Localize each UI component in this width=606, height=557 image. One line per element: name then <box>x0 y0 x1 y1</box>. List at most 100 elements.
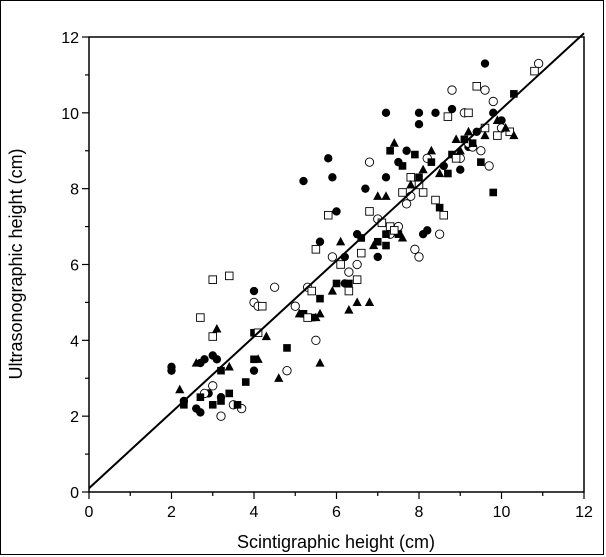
data-point-filled-square <box>427 158 436 166</box>
data-point-filled-triangle <box>191 358 201 367</box>
data-point-open-square <box>390 226 399 235</box>
data-point-filled-square <box>373 237 382 246</box>
data-point-open-square <box>352 275 362 284</box>
data-point-open-circle <box>269 282 280 292</box>
data-point-filled-square <box>415 173 423 182</box>
data-point-filled-triangle <box>501 123 511 132</box>
data-point-filled-square <box>444 169 452 178</box>
data-point-open-circle <box>364 157 375 167</box>
data-point-filled-triangle <box>480 130 490 140</box>
x-tick-label: 4 <box>250 504 259 521</box>
data-point-open-circle <box>484 161 494 171</box>
data-point-open-square <box>472 82 482 91</box>
x-tick-label: 12 <box>575 504 593 521</box>
data-point-filled-square <box>217 366 225 375</box>
x-axis-label: Scintigraphic height (cm) <box>237 532 435 552</box>
data-point-filled-triangle <box>224 361 234 371</box>
data-point-open-square <box>493 131 502 140</box>
data-point-open-square <box>443 112 453 121</box>
data-point-filled-circle <box>167 366 176 375</box>
data-point-filled-triangle <box>315 308 325 318</box>
points-layer <box>167 58 544 421</box>
data-point-open-circle <box>434 229 445 239</box>
data-point-open-square <box>464 108 473 118</box>
data-point-open-square <box>431 195 440 205</box>
data-point-open-circle <box>488 96 498 107</box>
data-point-filled-triangle <box>352 297 362 307</box>
data-point-open-square <box>357 248 366 258</box>
data-point-filled-triangle <box>261 331 271 341</box>
data-point-filled-triangle <box>369 240 379 250</box>
data-point-filled-triangle <box>418 164 428 174</box>
data-point-open-circle <box>447 85 457 95</box>
data-point-filled-circle <box>324 154 333 163</box>
data-point-open-square <box>324 210 333 220</box>
data-point-filled-triangle <box>451 134 461 143</box>
data-point-open-circle <box>216 411 226 421</box>
data-point-open-circle <box>414 252 424 262</box>
data-point-filled-triangle <box>212 323 222 333</box>
data-point-open-square <box>451 154 461 163</box>
data-point-open-square <box>303 313 312 322</box>
data-point-filled-circle <box>447 104 457 114</box>
x-tick-label: 2 <box>167 504 176 521</box>
data-point-filled-square <box>468 139 477 147</box>
data-point-filled-circle <box>361 184 370 193</box>
data-point-open-circle <box>327 252 338 262</box>
data-point-filled-triangle <box>397 232 408 242</box>
data-point-filled-square <box>435 203 444 212</box>
data-point-filled-square <box>217 397 225 405</box>
data-point-open-square <box>418 188 428 197</box>
data-point-filled-triangle <box>509 130 519 140</box>
data-point-open-square <box>336 260 345 269</box>
data-point-open-square <box>344 286 354 296</box>
data-point-filled-triangle <box>463 126 474 136</box>
ticks-layer: 0 2 4 6 8 10 12 0 2 4 6 8 10 12 <box>61 30 593 521</box>
data-point-open-circle <box>476 146 486 156</box>
data-point-filled-triangle <box>294 308 304 318</box>
data-point-filled-square <box>241 378 250 386</box>
data-point-filled-circle <box>414 108 424 118</box>
data-point-filled-triangle <box>253 354 263 363</box>
data-point-filled-square <box>208 400 217 409</box>
data-point-filled-circle <box>332 207 341 216</box>
x-tick-label: 10 <box>493 504 511 521</box>
x-tick-label: 0 <box>85 504 94 521</box>
data-point-filled-square <box>477 158 485 166</box>
data-point-filled-square <box>180 400 188 409</box>
data-point-open-square <box>307 286 317 296</box>
data-point-open-square <box>196 313 205 322</box>
data-point-filled-triangle <box>492 115 502 125</box>
data-point-filled-circle <box>423 226 432 235</box>
data-point-filled-square <box>196 393 205 402</box>
y-tick-label: 4 <box>70 333 79 350</box>
data-point-filled-circle <box>414 120 424 129</box>
data-point-filled-triangle <box>426 145 436 155</box>
data-point-filled-triangle <box>344 305 354 314</box>
data-point-filled-triangle <box>175 384 185 394</box>
data-point-filled-circle <box>373 252 382 262</box>
data-point-filled-triangle <box>315 358 325 367</box>
y-tick-label: 2 <box>70 409 79 426</box>
data-point-open-square <box>365 207 374 216</box>
y-tick-label: 0 <box>70 485 79 502</box>
data-point-filled-square <box>283 344 291 352</box>
data-point-filled-square <box>225 389 234 398</box>
data-point-open-square <box>208 275 217 284</box>
data-point-filled-square <box>332 279 341 288</box>
data-point-filled-circle <box>249 286 259 296</box>
data-point-filled-square <box>510 90 518 98</box>
data-point-filled-square <box>489 188 498 197</box>
data-point-filled-triangle <box>327 286 337 295</box>
data-point-filled-circle <box>402 146 411 155</box>
data-point-filled-circle <box>381 108 391 118</box>
data-point-open-circle <box>344 267 354 277</box>
data-point-filled-square <box>460 135 469 144</box>
y-tick-label: 8 <box>70 182 79 199</box>
x-tick-label: 6 <box>332 504 341 521</box>
data-point-filled-triangle <box>389 138 399 147</box>
data-point-filled-triangle <box>311 312 321 322</box>
y-tick-label: 12 <box>61 30 79 47</box>
